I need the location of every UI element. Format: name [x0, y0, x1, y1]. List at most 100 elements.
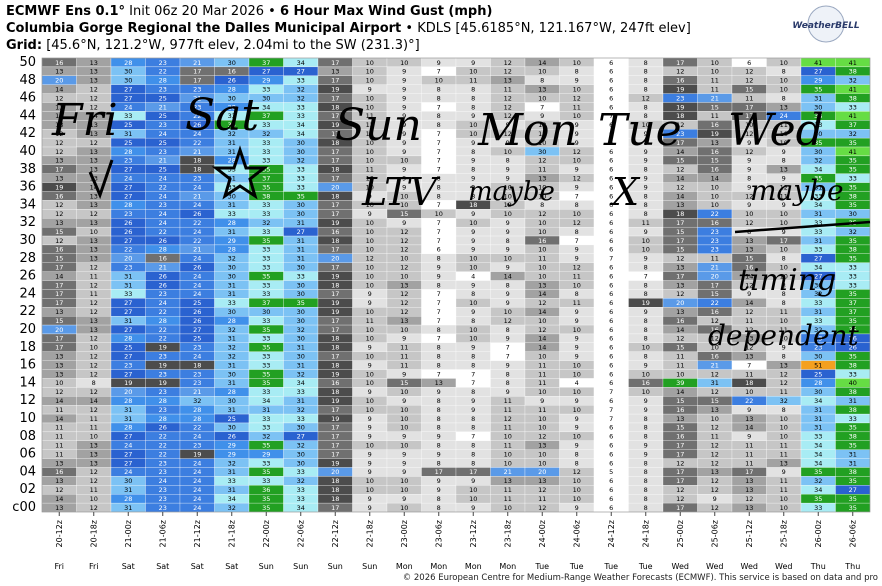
cell-value: 18 [331, 486, 339, 494]
cell-value: 10 [745, 210, 753, 218]
cell-value: 10 [642, 344, 650, 352]
cell-value: 8 [471, 94, 475, 102]
cell-value: 27 [124, 94, 132, 102]
cell-value: 22 [711, 210, 719, 218]
cell-value: 30 [228, 308, 236, 316]
cell-value: 9 [747, 166, 751, 174]
cell-value: 27 [124, 85, 132, 93]
cell-value: 34 [814, 263, 822, 271]
cell-value: 27 [297, 228, 305, 236]
member-label: 34 [19, 197, 36, 212]
cell-value: 17 [331, 94, 339, 102]
cell-value: 33 [262, 210, 270, 218]
cell-value: 10 [366, 183, 374, 191]
day-label: Thu [844, 562, 860, 571]
underline [734, 220, 871, 234]
cell-value: 9 [368, 424, 372, 432]
cell-value: 9 [402, 94, 406, 102]
cell-value: 13 [400, 317, 408, 325]
cell-value: 17 [331, 148, 339, 156]
cell-value: 30 [814, 388, 822, 396]
cell-value: 24 [159, 219, 167, 227]
cell-value: 26 [228, 77, 236, 85]
cell-value: 8 [644, 85, 648, 93]
cell-value: 9 [644, 361, 648, 369]
handwritten-note: Fri [51, 95, 118, 146]
cell-value: 17 [435, 468, 443, 476]
cell-value: 8 [644, 263, 648, 271]
member-label: 10 [19, 411, 36, 426]
cell-value: 33 [228, 477, 236, 485]
cell-value: 34 [297, 130, 305, 138]
cell-value: 13 [55, 308, 63, 316]
member-label: 40 [19, 144, 36, 159]
title-line: ECMWF Ens 0.1° Init 06z 20 Mar 2026 • 6 … [6, 4, 492, 19]
cell-value: 33 [849, 103, 857, 111]
cell-value: 10 [780, 263, 788, 271]
cell-value: 10 [469, 121, 477, 129]
cell-value: 11 [400, 353, 408, 361]
cell-value: 12 [90, 94, 98, 102]
cell-value: 10 [366, 59, 374, 67]
cell-value: 11 [90, 486, 98, 494]
cell-value: 13 [90, 326, 98, 334]
cell-value: 13 [90, 77, 98, 85]
cell-value: 10 [573, 281, 581, 289]
cell-value: 17 [676, 477, 684, 485]
cell-value: 31 [228, 228, 236, 236]
cell-value: 9 [437, 450, 441, 458]
cell-value: 11 [55, 442, 63, 450]
cell-value: 8 [575, 68, 579, 76]
cell-value: 33 [814, 219, 822, 227]
cell-value: 22 [159, 183, 167, 191]
cell-value: 23 [676, 130, 684, 138]
cell-value: 9 [575, 344, 579, 352]
cell-value: 15 [676, 424, 684, 432]
cell-value: 13 [504, 477, 512, 485]
cell-value: 24 [159, 130, 167, 138]
cell-value: 8 [782, 68, 786, 76]
x-tick-label: 20-12z [55, 520, 64, 547]
cell-value: 24 [193, 486, 201, 494]
cell-value: 34 [814, 442, 822, 450]
cell-value: 31 [228, 379, 236, 387]
cell-value: 12 [366, 121, 374, 129]
cell-value: 13 [90, 192, 98, 200]
cell-value: 11 [676, 353, 684, 361]
cell-value: 10 [711, 68, 719, 76]
cell-value: 16 [676, 317, 684, 325]
cell-value: 35 [849, 166, 857, 174]
handwritten-note: Mon [477, 105, 578, 156]
cell-value: 22 [159, 433, 167, 441]
cell-value: 23 [193, 103, 201, 111]
member-label: 02 [19, 482, 36, 497]
cell-value: 8 [644, 68, 648, 76]
cell-value: 35 [849, 477, 857, 485]
cell-value: 29 [262, 77, 270, 85]
cell-value: 32 [297, 157, 305, 165]
cell-value: 6 [609, 85, 613, 93]
cell-value: 18 [331, 477, 339, 485]
cell-value: 6 [609, 459, 613, 467]
cell-value: 11 [538, 379, 546, 387]
cell-value: 8 [471, 290, 475, 298]
cell-value: 30 [814, 148, 822, 156]
cell-value: 32 [262, 219, 270, 227]
cell-value: 8 [506, 281, 510, 289]
cell-value: 13 [780, 166, 788, 174]
cell-value: 9 [471, 281, 475, 289]
cell-value: 14 [676, 174, 684, 182]
cell-value: 13 [711, 406, 719, 414]
cell-value: 10 [90, 228, 98, 236]
cell-value: 12 [400, 237, 408, 245]
cell-value: 8 [437, 85, 441, 93]
cell-value: 9 [368, 495, 372, 503]
cell-value: 30 [228, 94, 236, 102]
cell-value: 30 [297, 210, 305, 218]
cell-value: 12 [711, 486, 719, 494]
cell-value: 9 [540, 397, 544, 405]
cell-value: 9 [782, 344, 786, 352]
cell-value: 8 [471, 459, 475, 467]
cell-value: 33 [262, 255, 270, 263]
cell-value: 20 [331, 255, 339, 263]
